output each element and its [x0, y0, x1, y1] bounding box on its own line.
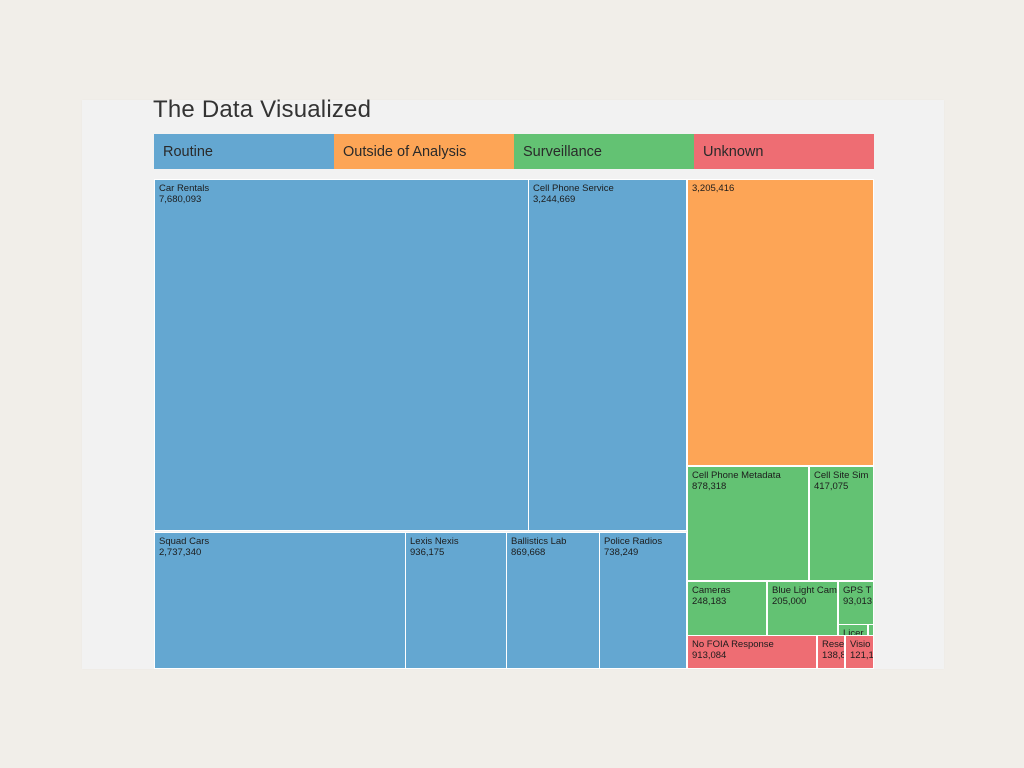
tile-label: Licer [843, 628, 864, 636]
tile-value: 138,8 [822, 650, 845, 661]
tile-label: Cell Site Sim [814, 470, 869, 481]
treemap-tile-cell-site-sim[interactable]: Cell Site Sim 417,075 [809, 466, 874, 581]
treemap-tile-visio[interactable]: Visio 121,1 [845, 635, 874, 669]
treemap-tile-police-radios[interactable]: Police Radios 738,249 [599, 532, 687, 669]
legend-label-outside-of-analysis: Outside of Analysis [343, 143, 467, 160]
tile-value: 869,668 [511, 547, 546, 558]
treemap-tile-rese[interactable]: Rese 138,8 [817, 635, 845, 669]
tile-label: GPS T [843, 585, 872, 596]
tile-value: 936,175 [410, 547, 445, 558]
tile-label: Cell Phone Metadata [692, 470, 781, 481]
tile-label: No FOIA Response [692, 639, 774, 650]
tile-label: Police Radios [604, 536, 663, 547]
treemap-tile-car-rentals[interactable]: Car Rentals 7,680,093 [154, 179, 529, 531]
treemap-tile-cameras[interactable]: Cameras 248,183 [687, 581, 767, 636]
tile-value: 248,183 [692, 596, 727, 607]
treemap-tile-no-foia-response[interactable]: No FOIA Response 913,084 [687, 635, 817, 669]
tile-value: 2,737,340 [159, 547, 202, 558]
tile-label: Visio [850, 639, 871, 650]
tile-label: Ballistics Lab [511, 536, 567, 547]
tile-value: 121,1 [850, 650, 874, 661]
treemap: Car Rentals 7,680,093 Cell Phone Service 3,… [154, 179, 874, 669]
tile-label: Cell Phone Service [533, 183, 614, 194]
tile-label: Car Rentals [159, 183, 210, 194]
tile-value: 738,249 [604, 547, 639, 558]
tile-value: 878,318 [692, 481, 727, 492]
chart-title: The Data Visualized [153, 96, 372, 123]
treemap-tile-squad-cars[interactable]: Squad Cars 2,737,340 [154, 532, 406, 669]
treemap-tile-blue-light-cam[interactable]: Blue Light Cam 205,000 [767, 581, 838, 636]
treemap-tile-ballistics-lab[interactable]: Ballistics Lab 869,668 [506, 532, 600, 669]
tile-value: 3,244,669 [533, 194, 576, 205]
legend-item-outside-of-analysis[interactable]: Outside of Analysis [334, 134, 514, 169]
tile-label: Rese [822, 639, 845, 650]
tile-value: 205,000 [772, 596, 807, 607]
treemap-tile-outside-of-analysis[interactable]: 3,205,416 [687, 179, 874, 466]
legend-item-surveillance[interactable]: Surveillance [514, 134, 694, 169]
tile-label: Cameras [692, 585, 731, 596]
tile-value: 3,205,416 [692, 183, 735, 194]
legend-label-unknown: Unknown [703, 143, 764, 160]
legend-label-routine: Routine [163, 143, 213, 160]
legend: Routine Outside of Analysis Surveillance… [154, 134, 874, 169]
tile-value: 417,075 [814, 481, 849, 492]
legend-label-surveillance: Surveillance [523, 143, 602, 160]
tile-value: 913,084 [692, 650, 727, 661]
legend-item-routine[interactable]: Routine [154, 134, 334, 169]
tile-label: Blue Light Cam [772, 585, 837, 596]
treemap-tile-lexis-nexis[interactable]: Lexis Nexis 936,175 [405, 532, 507, 669]
tile-label: Lexis Nexis [410, 536, 459, 547]
tile-label: Squad Cars [159, 536, 210, 547]
legend-item-unknown[interactable]: Unknown [694, 134, 874, 169]
treemap-tile-cell-phone-metadata[interactable]: Cell Phone Metadata 878,318 [687, 466, 809, 581]
tile-value: 93,013 [843, 596, 873, 607]
treemap-tile-cell-phone-service[interactable]: Cell Phone Service 3,244,669 [528, 179, 687, 531]
tile-value: 7,680,093 [159, 194, 202, 205]
